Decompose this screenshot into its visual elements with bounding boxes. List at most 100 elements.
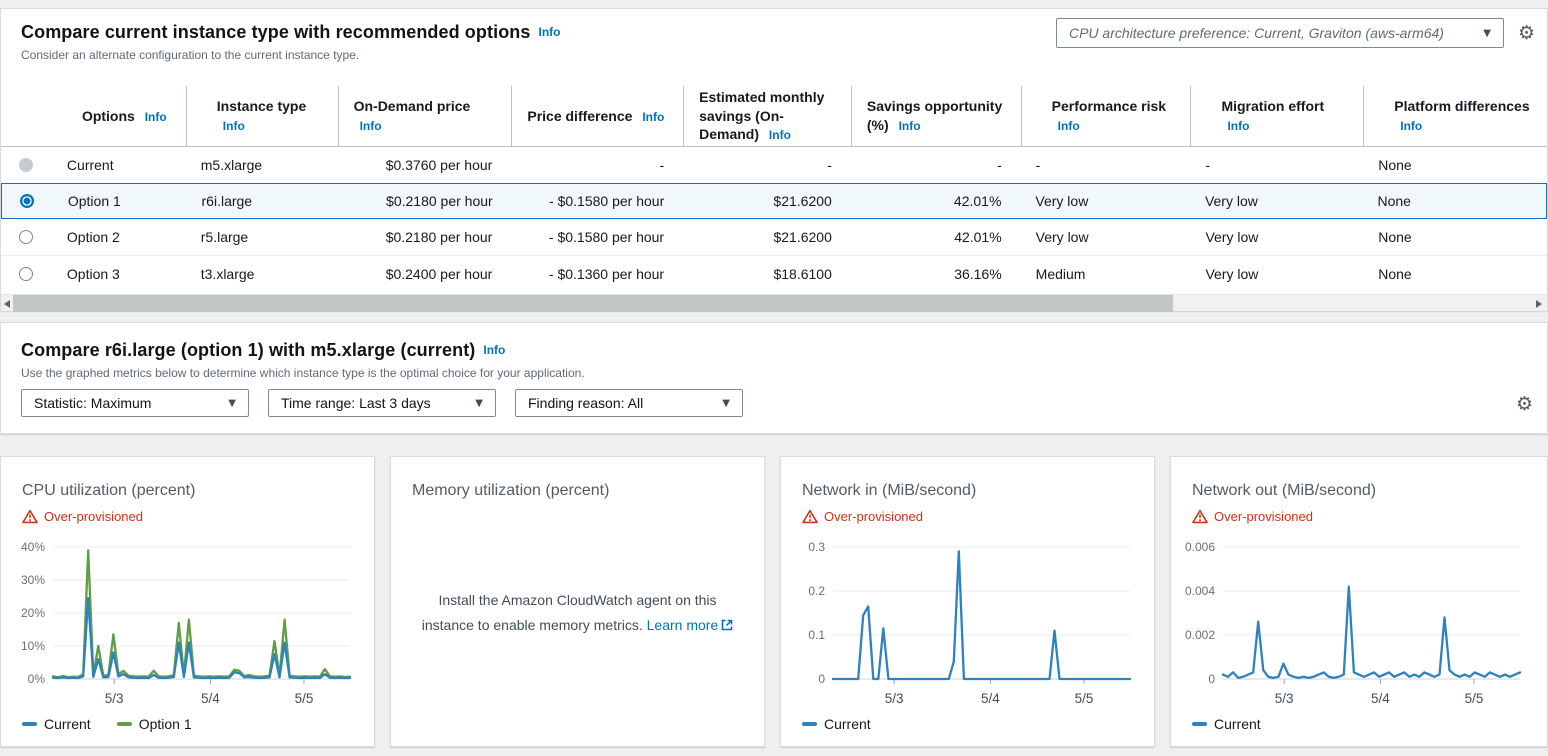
column-info-link[interactable]: Info xyxy=(1227,119,1249,133)
scrollbar-left-arrow[interactable] xyxy=(1,295,13,312)
chart-legend: Current xyxy=(781,716,1154,732)
statistic-select[interactable]: Statistic: Maximum ▼ xyxy=(21,389,249,417)
y-axis-label: 0.006 xyxy=(1185,540,1215,554)
finding-reason-select[interactable]: Finding reason: All ▼ xyxy=(515,389,743,417)
cell-savings-opportunity: 42.01% xyxy=(851,219,1021,255)
cell-instance-type: t3.xlarge xyxy=(186,256,338,291)
table-settings-gear-button[interactable]: ⚙ xyxy=(1518,24,1535,43)
x-axis-label: 5/3 xyxy=(1275,691,1294,706)
legend-item: Current xyxy=(802,716,871,732)
external-link-icon xyxy=(721,619,733,631)
horizontal-scrollbar[interactable] xyxy=(1,294,1547,311)
chart-title: Network out (MiB/second) xyxy=(1171,482,1547,500)
legend-swatch xyxy=(117,722,132,726)
y-axis-label: 0.3 xyxy=(808,540,825,554)
time-range-select[interactable]: Time range: Last 3 days ▼ xyxy=(268,389,496,417)
chevron-down-icon: ▼ xyxy=(475,398,483,409)
legend-swatch xyxy=(22,722,37,726)
table-row[interactable]: Option 1 r6i.large $0.2180 per hour - $0… xyxy=(1,183,1547,219)
column-header-instance: Instance type Info xyxy=(186,86,338,146)
cell-migration-effort: Very low xyxy=(1190,219,1363,255)
column-label: Performance risk xyxy=(1052,98,1166,114)
cell-on-demand-price: $0.2400 per hour xyxy=(338,256,512,291)
y-axis-label: 0.004 xyxy=(1185,584,1215,598)
column-info-link[interactable]: Info xyxy=(360,119,382,133)
y-axis-label: 0 xyxy=(818,672,825,686)
column-info-link[interactable]: Info xyxy=(145,110,167,124)
scrollbar-right-arrow[interactable] xyxy=(1533,295,1545,312)
cell-platform-differences: None xyxy=(1363,147,1547,183)
metric-card: Network in (MiB/second)Over-provisioned0… xyxy=(780,456,1155,747)
chart-line-current xyxy=(1223,587,1520,678)
column-label: Savings opportunity (%) xyxy=(867,98,1002,133)
cell-platform-differences: None xyxy=(1363,256,1547,291)
cell-estimated-monthly-savings: - xyxy=(683,147,851,183)
x-axis-label: 5/5 xyxy=(1075,691,1094,706)
badge-label: Over-provisioned xyxy=(1214,509,1313,524)
chevron-down-icon: ▼ xyxy=(1483,28,1491,39)
legend-swatch xyxy=(1192,722,1207,726)
warning-icon xyxy=(1192,509,1208,524)
cpu-architecture-select[interactable]: CPU architecture preference: Current, Gr… xyxy=(1056,18,1504,48)
x-axis-label: 5/5 xyxy=(295,691,314,706)
table-body: Current m5.xlarge $0.3760 per hour - - -… xyxy=(1,147,1547,291)
panel2-info-link[interactable]: Info xyxy=(483,343,505,357)
metric-card: Memory utilization (percent)Install the … xyxy=(390,456,765,747)
badge-label: Over-provisioned xyxy=(44,509,143,524)
x-axis-label: 5/4 xyxy=(981,691,1000,706)
scrollbar-thumb[interactable] xyxy=(13,295,1173,312)
cell-option: Option 2 xyxy=(51,219,186,255)
y-axis-label: 30% xyxy=(21,573,45,587)
chevron-down-icon: ▼ xyxy=(722,398,730,409)
gear-icon: ⚙ xyxy=(1518,22,1535,44)
header-radio-spacer xyxy=(1,86,51,146)
legend-item: Current xyxy=(1192,716,1261,732)
table-row[interactable]: Option 2 r5.large $0.2180 per hour - $0.… xyxy=(1,219,1547,255)
overprovisioned-badge: Over-provisioned xyxy=(781,507,1154,525)
column-info-link[interactable]: Info xyxy=(642,110,664,124)
column-header-savings: Estimated monthly savings (On-Demand) In… xyxy=(683,86,851,146)
cell-performance-risk: Very low xyxy=(1020,184,1190,218)
legend-label: Current xyxy=(824,716,871,732)
metric-chart: 0.0060.0040.00205/35/45/5 xyxy=(1179,533,1528,711)
cell-instance-type: r5.large xyxy=(186,219,338,255)
cpu-architecture-select-value: CPU architecture preference: Current, Gr… xyxy=(1069,25,1444,41)
panel1-info-link[interactable]: Info xyxy=(539,25,561,39)
row-radio-button[interactable] xyxy=(20,194,34,208)
column-info-link[interactable]: Info xyxy=(1400,119,1422,133)
cell-instance-type: m5.xlarge xyxy=(186,147,338,183)
learn-more-link[interactable]: Learn more xyxy=(647,617,719,633)
column-info-link[interactable]: Info xyxy=(769,128,791,142)
table-row[interactable]: Option 3 t3.xlarge $0.2400 per hour - $0… xyxy=(1,255,1547,291)
cell-savings-opportunity: - xyxy=(851,147,1021,183)
metric-filters: Statistic: Maximum ▼ Time range: Last 3 … xyxy=(1,389,1547,417)
row-radio-button[interactable] xyxy=(19,267,33,281)
table-row[interactable]: Current m5.xlarge $0.3760 per hour - - -… xyxy=(1,147,1547,183)
chart-legend: Current Option 1 xyxy=(1,716,374,732)
row-radio-button[interactable] xyxy=(19,230,33,244)
cell-migration-effort: - xyxy=(1190,147,1363,183)
badge-label: Over-provisioned xyxy=(824,509,923,524)
left-arrow-icon xyxy=(4,300,10,308)
cell-savings-opportunity: 42.01% xyxy=(851,184,1021,218)
cell-performance-risk: - xyxy=(1021,147,1191,183)
column-header-risk: Performance risk Info xyxy=(1021,86,1191,146)
warning-icon xyxy=(802,509,818,524)
chart-line-current xyxy=(833,551,1130,679)
column-label: Price difference xyxy=(527,108,632,124)
cell-on-demand-price: $0.2180 per hour xyxy=(338,219,512,255)
y-axis-label: 40% xyxy=(21,540,45,554)
column-label: Estimated monthly savings (On-Demand) xyxy=(699,89,824,143)
legend-item: Current xyxy=(22,716,91,732)
legend-label: Current xyxy=(44,716,91,732)
legend-item: Option 1 xyxy=(117,716,192,732)
cloudwatch-agent-message: Install the Amazon CloudWatch agent on t… xyxy=(415,588,740,637)
column-info-link[interactable]: Info xyxy=(223,119,245,133)
row-radio-button[interactable] xyxy=(19,158,33,172)
cell-savings-opportunity: 36.16% xyxy=(851,256,1021,291)
charts-settings-gear-button[interactable]: ⚙ xyxy=(1516,395,1533,414)
column-info-link[interactable]: Info xyxy=(1058,119,1080,133)
column-label: Migration effort xyxy=(1221,98,1324,114)
y-axis-label: 0% xyxy=(28,672,46,686)
column-info-link[interactable]: Info xyxy=(899,119,921,133)
